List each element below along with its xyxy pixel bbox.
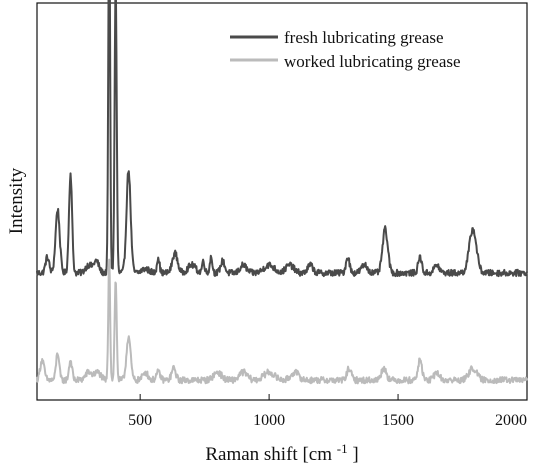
x-axis-label-superscript: -1 <box>337 441 348 456</box>
legend: fresh lubricating grease worked lubricat… <box>230 28 461 71</box>
x-axis-tick-labels: 500 1000 1500 2000 <box>128 412 527 429</box>
legend-label-worked: worked lubricating grease <box>284 52 461 71</box>
x-axis-label-main: Raman shift [cm <box>205 444 332 465</box>
x-axis-ticks <box>139 394 528 400</box>
x-tick-label-500: 500 <box>128 412 152 429</box>
y-axis-label: Intensity <box>6 167 27 234</box>
series-line-worked <box>36 258 528 385</box>
x-axis-label-suffix: ] <box>352 444 358 465</box>
x-tick-label-1000: 1000 <box>253 412 285 429</box>
series-line-fresh <box>36 0 528 278</box>
legend-label-fresh: fresh lubricating grease <box>284 28 444 47</box>
series-layer <box>36 0 528 385</box>
x-axis-label: Raman shift [cm -1 ] <box>205 441 358 466</box>
x-tick-label-1500: 1500 <box>382 412 414 429</box>
x-tick-label-2000: 2000 <box>495 412 527 429</box>
plot-frame <box>36 2 528 401</box>
